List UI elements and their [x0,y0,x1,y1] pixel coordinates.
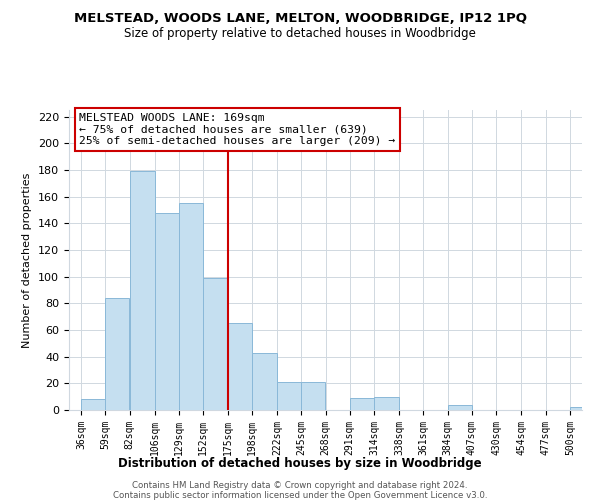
Text: MELSTEAD WOODS LANE: 169sqm
← 75% of detached houses are smaller (639)
25% of se: MELSTEAD WOODS LANE: 169sqm ← 75% of det… [79,113,395,146]
Bar [374,396,399,410]
Bar [227,324,251,410]
Text: Contains public sector information licensed under the Open Government Licence v3: Contains public sector information licen… [113,491,487,500]
Bar [81,400,105,410]
Bar [203,278,227,410]
Bar [130,172,155,410]
Text: Contains HM Land Registry data © Crown copyright and database right 2024.: Contains HM Land Registry data © Crown c… [132,481,468,490]
Bar [106,298,130,410]
Bar [350,398,374,410]
Bar [179,204,203,410]
Bar [277,382,301,410]
Text: Size of property relative to detached houses in Woodbridge: Size of property relative to detached ho… [124,28,476,40]
Bar [570,408,594,410]
Bar [155,212,179,410]
Bar [252,352,277,410]
Bar [301,382,325,410]
Text: MELSTEAD, WOODS LANE, MELTON, WOODBRIDGE, IP12 1PQ: MELSTEAD, WOODS LANE, MELTON, WOODBRIDGE… [74,12,527,26]
Bar [448,404,472,410]
Text: Distribution of detached houses by size in Woodbridge: Distribution of detached houses by size … [118,458,482,470]
Y-axis label: Number of detached properties: Number of detached properties [22,172,32,348]
